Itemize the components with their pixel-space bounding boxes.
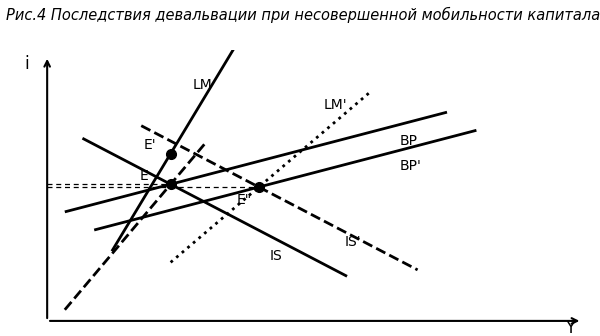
Text: BP: BP bbox=[400, 134, 418, 148]
Text: E': E' bbox=[144, 138, 157, 152]
Text: Y: Y bbox=[565, 319, 575, 336]
Text: E: E bbox=[140, 169, 149, 183]
Text: Рис.4 Последствия девальвации при несовершенной мобильности капитала.: Рис.4 Последствия девальвации при несове… bbox=[6, 7, 600, 23]
Text: i: i bbox=[24, 55, 29, 73]
Text: E": E" bbox=[236, 193, 252, 207]
Text: IS: IS bbox=[270, 249, 283, 262]
Text: LM: LM bbox=[193, 78, 213, 92]
Text: LM': LM' bbox=[323, 98, 347, 112]
Text: BP': BP' bbox=[400, 159, 422, 173]
Text: IS': IS' bbox=[344, 235, 361, 249]
